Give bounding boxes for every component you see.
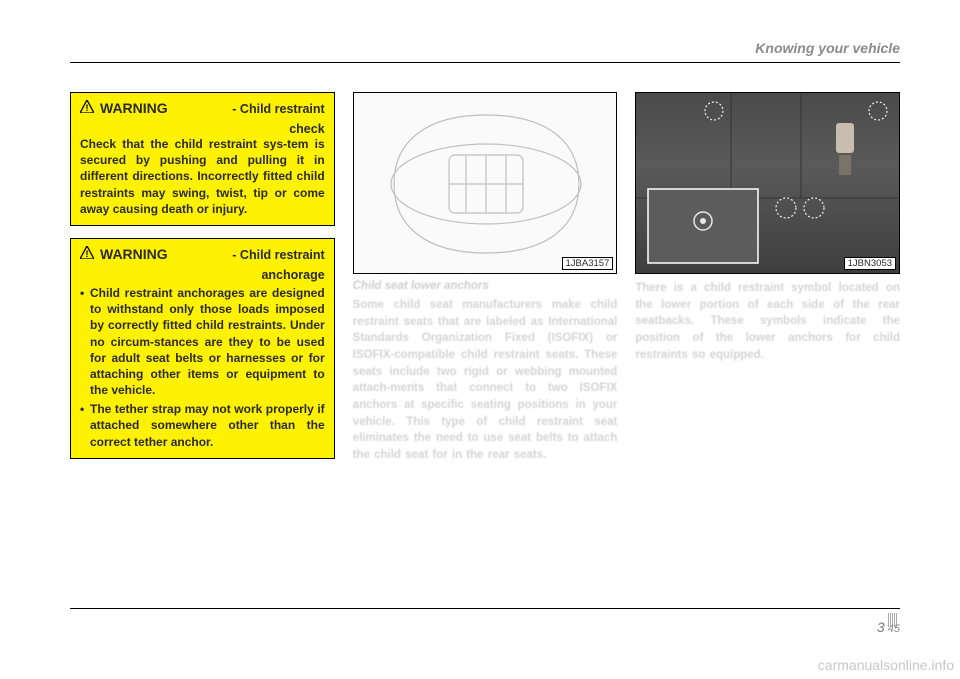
svg-text:!: ! xyxy=(86,103,89,113)
warning-subtitle-line1: - Child restraint xyxy=(174,248,325,262)
warning-triangle-icon: ! xyxy=(80,246,94,264)
warning-header: ! WARNING - Child restraint xyxy=(80,100,325,118)
section-header: Knowing your vehicle xyxy=(755,40,900,56)
svg-text:!: ! xyxy=(86,249,89,259)
warning-subtitle-line1: - Child restraint xyxy=(174,102,325,116)
figure-top-view: 1JBA3157 xyxy=(353,92,618,274)
rear-seat-illustration-icon xyxy=(636,93,900,274)
page-number-value: 45 xyxy=(888,623,900,635)
header-rule xyxy=(70,62,900,63)
warning-subtitle-line2: check xyxy=(80,122,325,136)
body-text-blurred: Some child seat manufacturers make child… xyxy=(353,297,618,464)
warning-subtitle-line2: anchorage xyxy=(80,268,325,282)
warning-label: WARNING xyxy=(100,246,168,262)
footer-rule xyxy=(70,608,900,609)
figure-label: 1JBN3053 xyxy=(844,257,896,270)
car-top-outline-icon xyxy=(354,93,618,274)
warning-bullet: The tether strap may not work properly i… xyxy=(80,401,325,450)
page-number: 3 45 xyxy=(877,619,900,635)
warning-box-anchorage: ! WARNING - Child restraint anchorage Ch… xyxy=(70,238,335,459)
warning-triangle-icon: ! xyxy=(80,100,94,118)
watermark: carmanualsonline.info xyxy=(818,657,954,673)
column-right: 1JBN3053 There is a child restraint symb… xyxy=(635,92,900,471)
warning-header: ! WARNING - Child restraint xyxy=(80,246,325,264)
warning-label: WARNING xyxy=(100,100,168,116)
body-text-blurred: There is a child restraint symbol locate… xyxy=(635,280,900,363)
warning-list: Child restraint anchorages are designed … xyxy=(80,285,325,450)
column-middle: 1JBA3157 Child seat lower anchors Some c… xyxy=(353,92,618,471)
warning-bullet: Child restraint anchorages are designed … xyxy=(80,285,325,398)
column-left: ! WARNING - Child restraint check Check … xyxy=(70,92,335,471)
warning-body: Check that the child restraint sys-tem i… xyxy=(80,136,325,217)
warning-box-check: ! WARNING - Child restraint check Check … xyxy=(70,92,335,226)
section-heading-blurred: Child seat lower anchors xyxy=(353,280,618,292)
content-area: ! WARNING - Child restraint check Check … xyxy=(70,92,900,471)
chapter-number: 3 xyxy=(877,619,885,635)
figure-label: 1JBA3157 xyxy=(562,257,614,270)
figure-rear-seat: 1JBN3053 xyxy=(635,92,900,274)
